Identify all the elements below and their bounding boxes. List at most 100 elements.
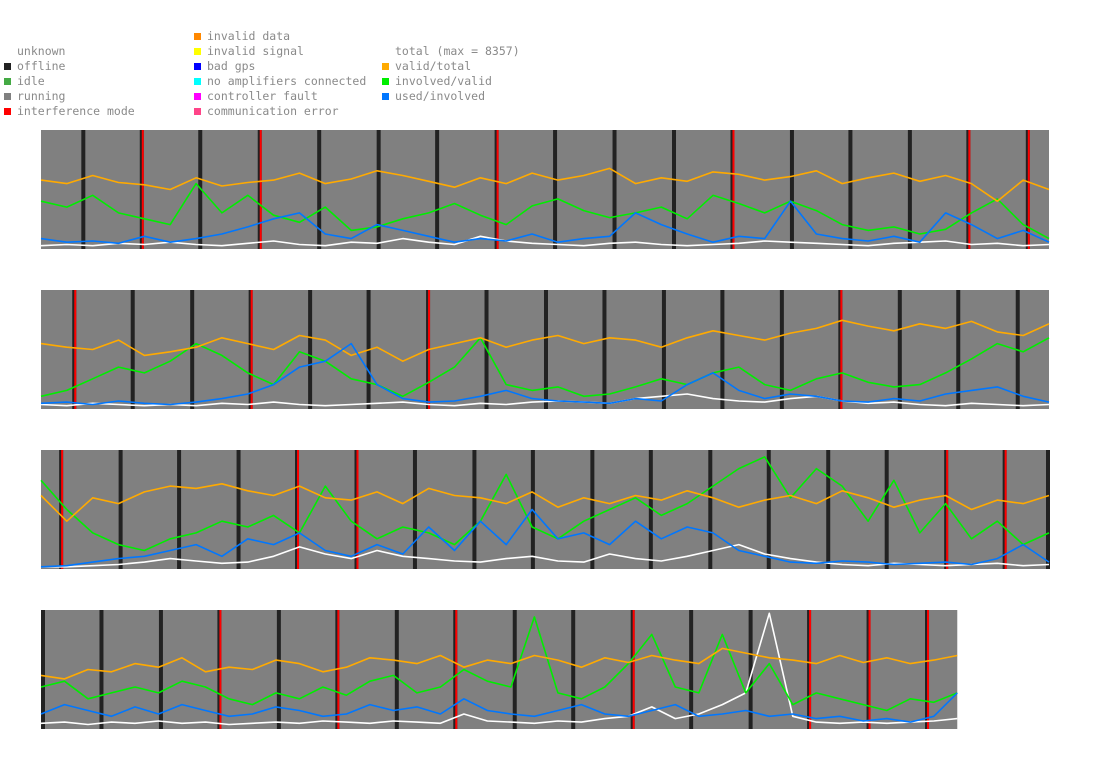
chart-row xyxy=(40,130,1050,249)
offline-marker xyxy=(308,290,313,409)
legend-swatch xyxy=(382,93,389,100)
offline-marker xyxy=(661,290,666,409)
interference-marker xyxy=(297,450,300,569)
offline-marker xyxy=(720,290,725,409)
legend-line-item: valid/total xyxy=(382,59,520,74)
chart-background xyxy=(41,610,958,729)
offline-marker xyxy=(571,610,576,729)
legend-label: used/involved xyxy=(395,89,486,103)
series-line-involved-valid xyxy=(40,182,1050,240)
legend-error-item: no amplifiers connected xyxy=(194,74,366,89)
legend-swatch xyxy=(194,33,201,40)
interference-marker xyxy=(968,130,971,249)
offline-marker xyxy=(897,290,902,409)
offline-marker xyxy=(590,450,595,569)
legend-label: controller fault xyxy=(207,89,318,103)
legend-label: invalid data xyxy=(207,29,291,43)
legend-label: offline xyxy=(17,59,66,73)
legend-swatch xyxy=(4,93,11,100)
legend-swatch xyxy=(194,78,201,85)
offline-marker xyxy=(512,610,517,729)
legend-lines: total (max = 8357) valid/total involved/va… xyxy=(382,44,520,104)
legend-status-item: running xyxy=(4,89,135,104)
interference-marker xyxy=(259,130,262,249)
legend-label: valid/total xyxy=(395,59,472,73)
legend-status-item: interference mode xyxy=(4,104,135,119)
legend-line-item: used/involved xyxy=(382,89,520,104)
interference-marker xyxy=(632,610,635,729)
offline-marker xyxy=(672,130,677,249)
offline-marker xyxy=(884,450,889,569)
series-line-involved-valid xyxy=(40,616,958,712)
offline-marker xyxy=(848,130,853,249)
legend-line-item: total (max = 8357) xyxy=(382,44,520,59)
offline-marker xyxy=(708,450,713,569)
offline-marker xyxy=(648,450,653,569)
legend-label: no amplifiers connected xyxy=(207,74,367,88)
offline-marker xyxy=(602,290,607,409)
offline-marker xyxy=(543,290,548,409)
legend-swatch xyxy=(4,63,11,70)
interference-marker xyxy=(732,130,735,249)
offline-marker xyxy=(553,130,558,249)
interference-marker xyxy=(946,450,949,569)
interference-marker xyxy=(927,610,930,729)
chart-row xyxy=(40,450,1050,569)
series-line-valid-total xyxy=(40,167,1050,202)
series-line-total xyxy=(40,612,958,726)
offline-marker xyxy=(394,610,399,729)
interference-marker xyxy=(1027,130,1030,249)
interference-marker xyxy=(1004,450,1007,569)
legend-label: idle xyxy=(17,74,45,88)
legend-error-item: bad gps xyxy=(194,59,366,74)
offline-marker xyxy=(158,610,163,729)
legend-swatch xyxy=(194,93,201,100)
series-line-involved-valid xyxy=(40,456,1050,552)
legend-status-item: unknown xyxy=(4,44,135,59)
chart-background xyxy=(41,450,1049,569)
legend-label: unknown xyxy=(17,44,66,58)
offline-marker xyxy=(118,450,123,569)
legend-status-item: offline xyxy=(4,59,135,74)
legend-swatch xyxy=(382,78,389,85)
legend-swatch xyxy=(194,63,201,70)
offline-marker xyxy=(276,610,281,729)
series-line-used-involved xyxy=(40,508,1050,568)
offline-marker xyxy=(435,130,440,249)
interference-marker xyxy=(868,610,871,729)
interference-marker xyxy=(840,290,843,409)
legend-error-item: controller fault xyxy=(194,89,366,104)
legend-label: communication error xyxy=(207,104,339,118)
offline-marker xyxy=(779,290,784,409)
series-line-total xyxy=(40,235,1050,247)
series-line-used-involved xyxy=(40,200,1050,245)
offline-marker xyxy=(81,130,86,249)
legend-swatch xyxy=(382,63,389,70)
offline-marker xyxy=(317,130,322,249)
offline-marker xyxy=(130,290,135,409)
offline-marker xyxy=(41,610,45,729)
chart-row xyxy=(40,610,958,729)
legend-errors: invalid data invalid signal bad gps no ampl… xyxy=(194,29,366,119)
series-line-valid-total xyxy=(40,647,958,680)
legend-swatch xyxy=(4,78,11,85)
series-line-used-involved xyxy=(40,342,1050,406)
series-line-valid-total xyxy=(40,319,1050,363)
legend-label: invalid signal xyxy=(207,44,304,58)
legend-line-item: involved/valid xyxy=(382,74,520,89)
interference-marker xyxy=(356,450,359,569)
series-line-involved-valid xyxy=(40,336,1050,398)
legend-status: unknown offline idle running interference mo… xyxy=(4,44,135,119)
series-line-total xyxy=(40,393,1050,407)
offline-marker xyxy=(1046,450,1050,569)
legend-swatch xyxy=(194,48,201,55)
series-line-valid-total xyxy=(40,482,1050,523)
offline-marker xyxy=(748,610,753,729)
offline-marker xyxy=(177,450,182,569)
legend-label: bad gps xyxy=(207,59,256,73)
legend-error-item: invalid signal xyxy=(194,44,366,59)
offline-marker xyxy=(376,130,381,249)
legend-error-item: communication error xyxy=(194,104,366,119)
series-line-total xyxy=(41,543,1050,568)
legend-label: total (max = 8357) xyxy=(395,44,520,58)
